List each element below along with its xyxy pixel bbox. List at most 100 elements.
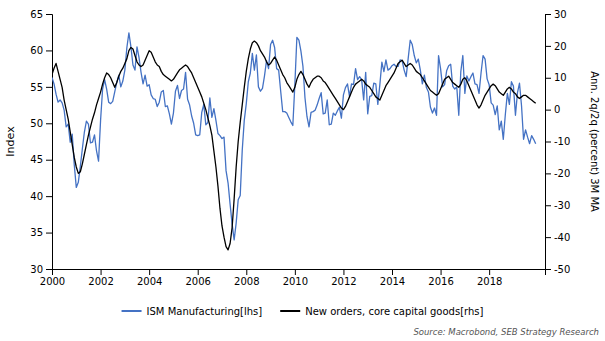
tick-mark — [149, 269, 150, 275]
tick-label: 65 — [30, 9, 43, 20]
tick: 30 — [30, 264, 52, 275]
tick-mark — [246, 269, 247, 275]
tick: 35 — [30, 227, 52, 238]
tick: 10 — [545, 72, 567, 83]
plot-area — [52, 33, 536, 250]
series-line — [52, 41, 536, 250]
legend-label: New orders, core capital goods[rhs] — [305, 306, 483, 317]
tick-mark — [545, 46, 551, 47]
legend-label: ISM Manufacturing[lhs] — [147, 306, 263, 317]
tick-mark — [343, 269, 344, 275]
tick-label: 2018 — [477, 276, 502, 287]
chart-container: 2000200220042006200820102012201420162018… — [0, 0, 605, 341]
axis-line — [53, 270, 546, 276]
tick: 2000 — [40, 269, 65, 287]
y2-axis: -50 -40 -30 -20 -10 0 10 20 30 — [545, 9, 570, 275]
legend-item: New orders, core capital goods[rhs] — [280, 306, 483, 317]
tick-label: 2002 — [88, 276, 113, 287]
tick-label: 55 — [30, 82, 43, 93]
tick: 2006 — [185, 269, 210, 287]
tick: 2018 — [477, 269, 502, 287]
tick-label: 10 — [554, 72, 567, 83]
axis-line — [546, 15, 552, 270]
legend: ISM Manufacturing[lhs] New orders, core c… — [122, 306, 484, 317]
tick-label: -50 — [554, 264, 570, 275]
tick-label: 30 — [30, 264, 43, 275]
tick-label: 45 — [30, 154, 43, 165]
tick-mark — [46, 14, 52, 15]
tick: 65 — [30, 9, 52, 20]
tick-label: 60 — [30, 45, 43, 56]
tick-label: 40 — [30, 191, 43, 202]
tick-mark — [545, 237, 551, 238]
tick: 30 — [545, 9, 567, 20]
tick: 55 — [30, 82, 52, 93]
tick-mark — [545, 110, 551, 111]
tick-mark — [545, 269, 551, 270]
tick-mark — [545, 14, 551, 15]
tick-mark — [295, 269, 296, 275]
tick: -50 — [545, 264, 570, 275]
tick-label: 2012 — [331, 276, 356, 287]
tick: -40 — [545, 232, 570, 243]
tick-label: 50 — [30, 118, 43, 129]
tick-mark — [198, 269, 199, 275]
tick-mark — [392, 269, 393, 275]
legend-swatch — [122, 310, 142, 312]
tick-mark — [545, 142, 551, 143]
tick: -10 — [545, 136, 570, 147]
tick: 2012 — [331, 269, 356, 287]
tick-label: 2000 — [40, 276, 65, 287]
tick-mark — [46, 196, 52, 197]
tick-mark — [441, 269, 442, 275]
y-axis-title: Index — [4, 126, 17, 157]
tick-mark — [46, 50, 52, 51]
tick-label: 35 — [30, 227, 43, 238]
tick: 60 — [30, 45, 52, 56]
tick: 2002 — [88, 269, 113, 287]
tick-label: -40 — [554, 232, 570, 243]
legend-swatch — [280, 310, 300, 312]
tick-mark — [46, 269, 52, 270]
tick-label: 2006 — [185, 276, 210, 287]
tick-mark — [46, 233, 52, 234]
tick-mark — [489, 269, 490, 275]
tick-label: 2016 — [428, 276, 453, 287]
tick-mark — [545, 205, 551, 206]
tick-label: -30 — [554, 200, 570, 211]
tick-mark — [545, 173, 551, 174]
tick-label: 0 — [554, 104, 560, 115]
x-axis: 2000 2002 2004 2006 2008 2010 2012 2014 2016 2018 — [40, 269, 546, 287]
tick: 2010 — [283, 269, 308, 287]
tick-label: 30 — [554, 9, 567, 20]
tick: 2014 — [380, 269, 405, 287]
annotation: Source: Macrobond, SEB Strategy Research — [413, 327, 599, 337]
tick: 2008 — [234, 269, 259, 287]
tick: 2004 — [137, 269, 162, 287]
tick: -20 — [545, 168, 570, 179]
axis-line — [46, 15, 53, 270]
tick: 0 — [545, 104, 560, 115]
tick-mark — [545, 78, 551, 79]
tick-mark — [46, 123, 52, 124]
tick-label: 2004 — [137, 276, 162, 287]
tick-label: -20 — [554, 168, 570, 179]
y-axis: 30 35 40 45 50 55 60 65 — [30, 9, 52, 275]
tick-label: 2008 — [234, 276, 259, 287]
tick: 40 — [30, 191, 52, 202]
tick-label: 2010 — [283, 276, 308, 287]
tick-label: 2014 — [380, 276, 405, 287]
chart-svg: 2000200220042006200820102012201420162018… — [0, 0, 605, 341]
legend-item: ISM Manufacturing[lhs] — [122, 306, 263, 317]
tick-mark — [46, 87, 52, 88]
tick: -30 — [545, 200, 570, 211]
tick: 50 — [30, 118, 52, 129]
tick-label: 20 — [554, 41, 567, 52]
tick: 2016 — [428, 269, 453, 287]
tick-mark — [101, 269, 102, 275]
tick: 45 — [30, 154, 52, 165]
tick-mark — [46, 160, 52, 161]
y2-axis-title: Ann. 2q/2q (percent) 3M MA — [589, 71, 600, 212]
tick-label: -10 — [554, 136, 570, 147]
tick: 20 — [545, 41, 567, 52]
